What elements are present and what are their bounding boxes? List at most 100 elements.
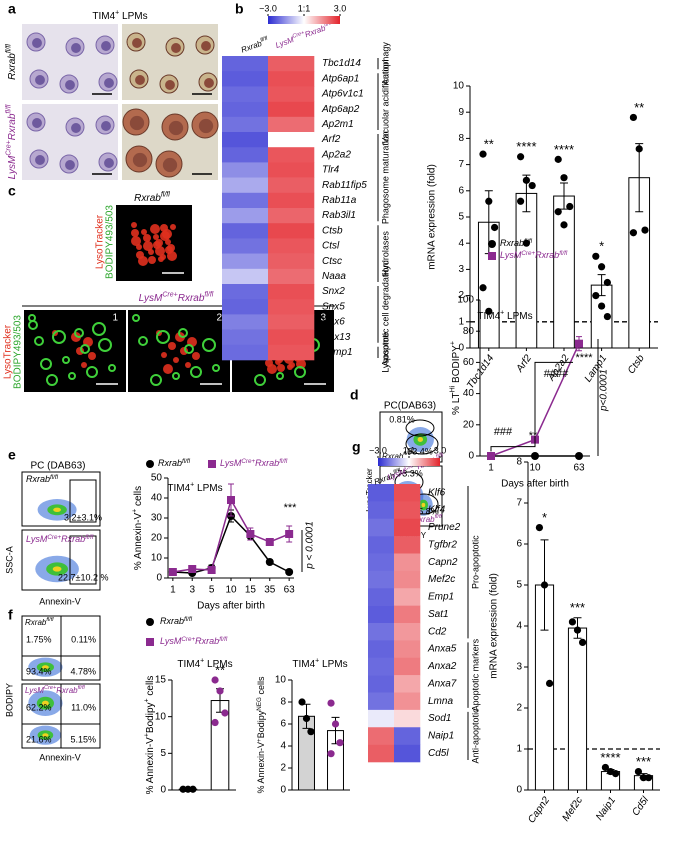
gene-label: Anxa5 xyxy=(427,644,457,655)
label-part: fl/fl xyxy=(393,468,402,476)
bodipy-spot xyxy=(132,314,140,322)
chart-title: TIM4+ LPMs xyxy=(292,657,347,669)
colorbar xyxy=(378,458,440,466)
y-tick-label: 8 xyxy=(458,133,464,144)
x-tick-label: Cd5l xyxy=(630,794,651,818)
panel-letter: g xyxy=(352,439,361,455)
marker xyxy=(488,252,496,260)
significance: #### xyxy=(544,368,569,380)
heatmap-cell xyxy=(394,605,421,624)
group-label: Phagosome maturation xyxy=(380,131,390,224)
heatmap-cell xyxy=(222,329,269,346)
colorbar xyxy=(268,16,340,24)
row-label: LysMCre+Rxrabfl/fl xyxy=(5,104,17,179)
marker xyxy=(246,530,255,538)
significance: ** xyxy=(634,100,644,115)
bodipy-spot xyxy=(202,338,216,352)
label-part: LysM xyxy=(26,534,48,544)
marker xyxy=(265,558,274,566)
data-point xyxy=(560,174,568,182)
nucleus xyxy=(162,157,178,173)
data-point xyxy=(528,181,536,190)
label: 4.78% xyxy=(70,666,96,676)
heatmap-cell xyxy=(268,208,315,224)
lysotracker-spot xyxy=(136,251,144,259)
y-tick-label: 10 xyxy=(155,711,167,722)
nucleus xyxy=(171,43,181,53)
x-axis-label: Days after birth xyxy=(197,601,265,612)
flow-title: PC (DAB63) xyxy=(30,461,85,472)
label-part: Rxrab xyxy=(26,474,50,484)
heatmap-cell xyxy=(268,344,315,361)
data-point xyxy=(211,718,219,727)
y-tick-label: 4 xyxy=(516,621,522,632)
heatmap-cell xyxy=(268,162,315,178)
heatmap-cell xyxy=(368,709,395,728)
gene-label: Cd5l xyxy=(428,748,449,759)
label-part: Cre+ xyxy=(181,636,195,643)
bodipy-spot xyxy=(178,328,188,338)
y-axis-label: mRNA expression (fold) xyxy=(427,164,438,270)
marker xyxy=(188,565,197,573)
data-point xyxy=(479,284,487,292)
y-tick-label: 80 xyxy=(463,326,475,337)
significance: ** xyxy=(215,662,225,677)
bar xyxy=(567,627,588,791)
label-part: TIM4 xyxy=(477,311,500,322)
heatmap-cell xyxy=(368,640,395,659)
bodipy-spot xyxy=(86,366,98,378)
bodipy-spot xyxy=(156,330,170,344)
bodipy-spot xyxy=(92,322,106,336)
nucleus xyxy=(101,121,111,131)
y-tick-label: 5 xyxy=(160,748,166,759)
label-part: LPMs xyxy=(119,11,147,22)
data-point xyxy=(601,763,610,772)
label: 5.15% xyxy=(70,734,96,744)
label-part: LPMs xyxy=(504,311,532,322)
panel-letter: a xyxy=(8,1,16,17)
nucleus xyxy=(132,152,148,168)
marker xyxy=(208,460,216,468)
label-part: fl/fl xyxy=(85,534,94,541)
lysotracker-spot xyxy=(81,362,87,368)
colorbar-label: 1:1 xyxy=(298,3,311,13)
gate-value: 3.2±3.1% xyxy=(64,512,102,522)
gate xyxy=(405,419,435,437)
label-part: Rxrab xyxy=(25,618,47,627)
label-part: LysM xyxy=(220,458,242,468)
label-part: NEG xyxy=(256,697,263,711)
label-part: Rxrab xyxy=(413,515,435,524)
significance: * xyxy=(599,239,604,254)
label-part: Rxrab xyxy=(178,293,205,304)
nucleus xyxy=(198,118,214,134)
label-part: fl/fl xyxy=(184,616,193,623)
data-point xyxy=(611,770,620,778)
bodipy-spot xyxy=(150,374,162,386)
gene-label: Tbc1d14 xyxy=(322,58,361,69)
lysotracker-spot xyxy=(170,224,176,230)
significance: * xyxy=(542,510,547,525)
label-part: % Annexin-V xyxy=(256,742,266,794)
gene-label: Lamp1 xyxy=(322,347,353,358)
density-peak xyxy=(41,700,49,706)
heatmap-cell xyxy=(222,192,269,209)
gene-label: Klf4 xyxy=(428,505,446,516)
x-tick-label: 5 xyxy=(209,585,215,596)
group-label: Vacuolar acidification xyxy=(380,59,390,143)
heatmap-cell xyxy=(394,675,421,693)
gene-label: Anxa7 xyxy=(427,678,457,689)
gene-label: Cd2 xyxy=(428,626,447,637)
label-part: Rxrab xyxy=(7,113,18,140)
heatmap-cell xyxy=(268,253,315,270)
label-part: Rxrab xyxy=(61,534,85,544)
nucleus xyxy=(201,41,211,51)
gene-label: Tlr4 xyxy=(322,165,340,176)
gene-label: Sat1 xyxy=(428,609,449,620)
legend-marker xyxy=(146,618,154,626)
stain-label: LysoTracker xyxy=(95,214,106,269)
label-part: LPMs xyxy=(204,659,232,670)
nucleus xyxy=(104,78,114,88)
bodipy-spot xyxy=(184,344,194,354)
gene-label: Tgfbr2 xyxy=(428,539,457,550)
